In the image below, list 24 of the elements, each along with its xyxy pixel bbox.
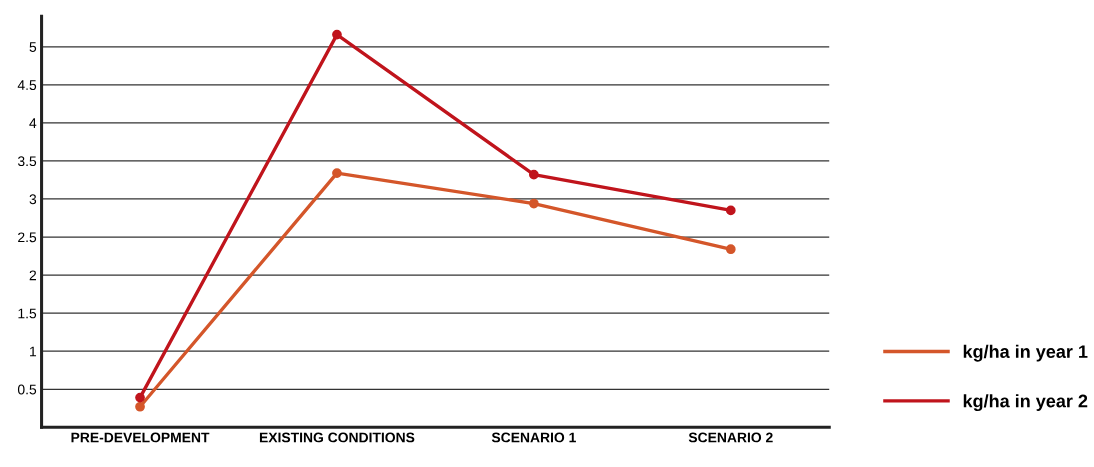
legend-label: kg/ha in year 2	[963, 394, 1088, 412]
y-tick-label: 2.5	[18, 232, 37, 243]
y-tick-label: 5	[29, 42, 37, 52]
y-tick-label: 1	[30, 346, 37, 357]
y-tick-label: 1.5	[18, 308, 37, 319]
point	[135, 392, 145, 403]
y-tick-label: 3	[29, 194, 37, 205]
legend-label: kg/ha in year 1	[963, 344, 1088, 362]
x-tick-label: SCENARIO 2	[688, 432, 773, 443]
y-tick-label: 2	[29, 270, 37, 281]
x-tick-label: EXISTING CONDITIONS	[259, 432, 415, 443]
x-tick-label: PRE-DEVELOPMENT	[71, 432, 210, 443]
y-tick-label: 4.5	[17, 80, 37, 91]
y-tick-label: 0.5	[17, 384, 37, 395]
x-tick-label: SCENARIO 1	[491, 432, 576, 443]
y-tick-label: 4	[29, 118, 37, 128]
point	[332, 29, 342, 40]
point	[529, 198, 539, 209]
point	[529, 169, 539, 180]
point	[135, 401, 145, 412]
y-tick-label: 3.5	[17, 156, 37, 167]
point	[332, 168, 342, 178]
point	[725, 205, 736, 216]
point	[725, 244, 736, 255]
